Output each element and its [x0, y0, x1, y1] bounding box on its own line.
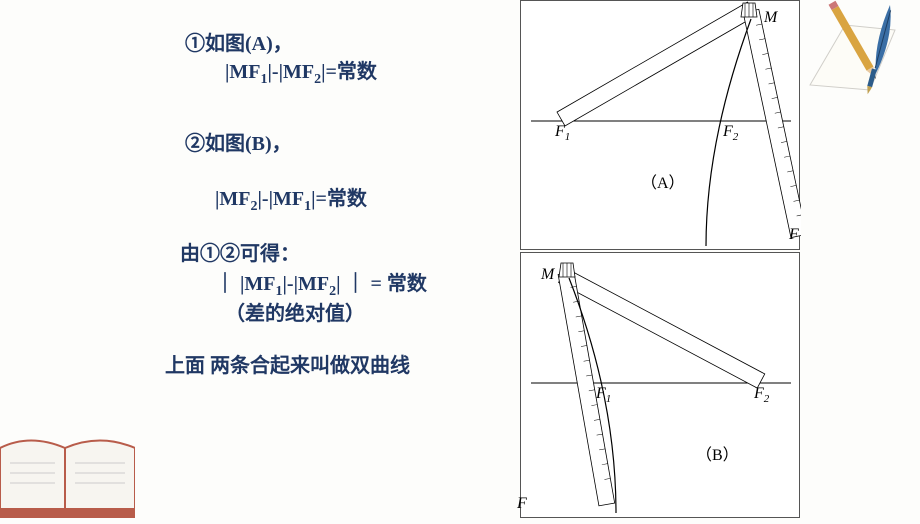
line-3b: ｜ |MF1|-|MF2| ｜ = 常数 [215, 270, 427, 302]
line-3c: （差的绝对值） [225, 300, 365, 328]
figA-F1: F1 [555, 123, 570, 143]
figB-label: （B） [696, 441, 739, 465]
line-2b: |MF2|-|MF1|=常数 [215, 185, 367, 217]
eq1-mid: |-|MF [268, 61, 315, 83]
figB-F2: F2 [754, 385, 769, 405]
eq2-sub2: 1 [304, 199, 311, 214]
eq2-pre: |MF [215, 188, 251, 210]
line-1a: ①如图(A)， [185, 30, 293, 58]
pen-icon [800, 0, 920, 95]
eq1-sub2: 2 [314, 72, 321, 87]
book-icon [0, 408, 135, 518]
figB-F: F [517, 495, 527, 513]
figure-b: M F1 F2 F （B） [520, 252, 800, 518]
eq3-sub2: 2 [329, 284, 336, 299]
figA-F: F [789, 226, 799, 244]
eq3-sub1: 1 [276, 284, 283, 299]
line-4: 上面 两条合起来叫做双曲线 [165, 352, 410, 380]
eq1-post: |=常数 [321, 61, 377, 83]
eq1-pre: |MF [225, 61, 261, 83]
eq3-mid: |-|MF [283, 273, 330, 295]
figA-F2: F2 [723, 123, 738, 143]
line-1b: |MF1|-|MF2|=常数 [225, 58, 377, 90]
eq1-sub1: 1 [261, 72, 268, 87]
eq3-post: | ｜ = 常数 [336, 273, 427, 295]
line-2a: ②如图(B)， [185, 130, 292, 158]
figB-F1: F1 [596, 385, 611, 405]
figB-M: M [541, 266, 554, 284]
figA-label: （A） [641, 169, 685, 193]
eq2-post: |=常数 [311, 188, 367, 210]
figure-a: M F1 F2 F （A） [520, 0, 800, 250]
eq3-pre: ｜ |MF [215, 273, 276, 295]
eq2-sub1: 2 [251, 199, 258, 214]
line-3a: 由①②可得： [180, 240, 300, 268]
eq2-mid: |-|MF [258, 188, 305, 210]
figA-M: M [764, 9, 777, 27]
